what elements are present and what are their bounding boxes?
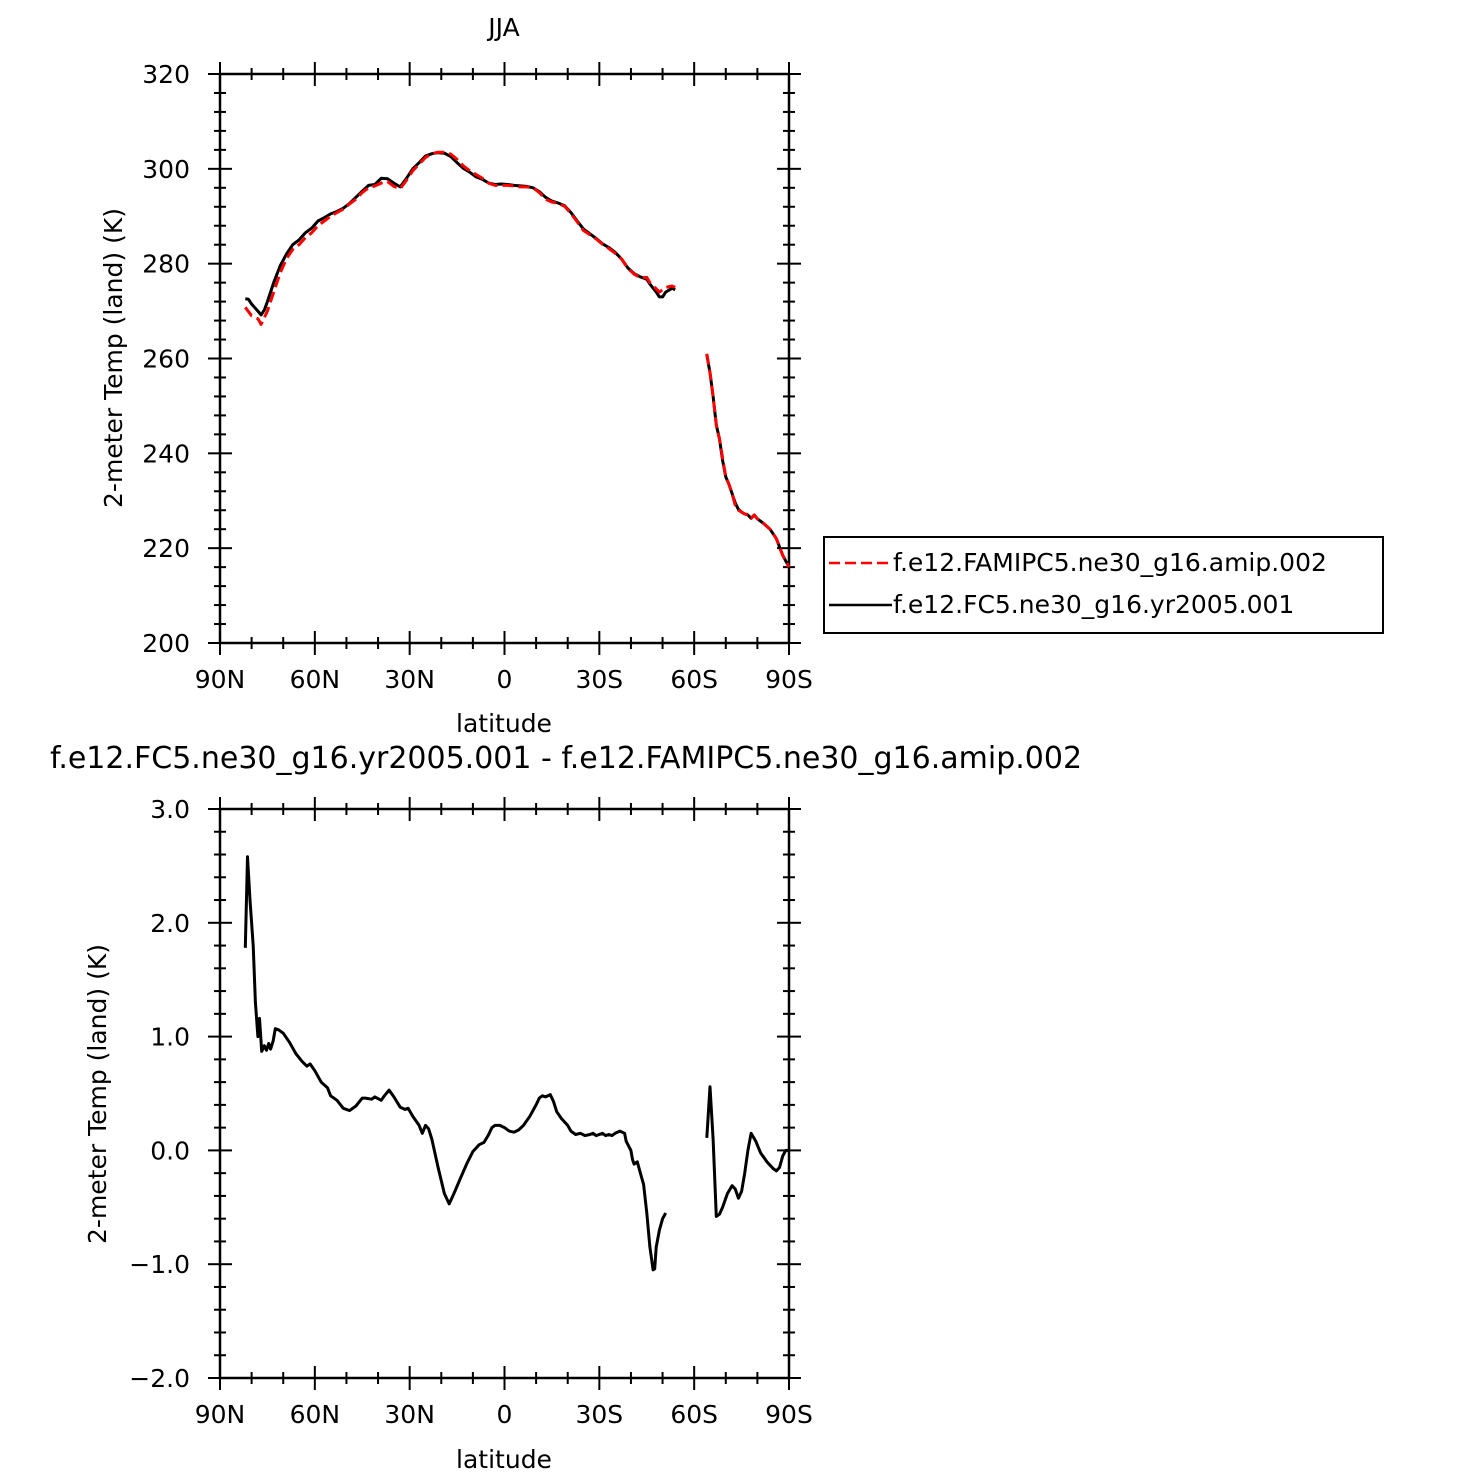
bottom-x-axis-label: latitude xyxy=(456,1445,552,1474)
bottom-x-tick-label: 90S xyxy=(765,1400,813,1429)
bottom-y-tick-label: 1.0 xyxy=(150,1023,190,1052)
bottom-plot-frame xyxy=(218,807,791,1380)
top-y-tick-label: 320 xyxy=(142,60,190,89)
top-x-tick-label: 0 xyxy=(497,665,513,694)
top-x-tick-label: 90S xyxy=(765,665,813,694)
top-y-tick-label: 200 xyxy=(142,629,190,658)
bottom-axis-ticks xyxy=(208,797,801,1390)
top-series-1-segment-1 xyxy=(705,354,791,568)
bottom-tick-labels: 90N 60N 30N 0 30S 60S 90S −2.0 −1.0 0.0 1.0 2.0 3.0 xyxy=(129,795,813,1429)
top-y-axis-label: 2-meter Temp (land) (K) xyxy=(99,208,128,508)
bottom-x-tick-label: 90N xyxy=(195,1400,246,1429)
bottom-series-0-segment-1 xyxy=(705,1085,789,1218)
top-y-tick-label: 260 xyxy=(142,345,190,374)
panel-top-chart: JJA 90N 60N 30N 0 30S 60S 90S 200 220 240 260 280 30… xyxy=(99,13,1384,738)
bottom-y-tick-label: 3.0 xyxy=(150,795,190,824)
top-x-tick-label: 90N xyxy=(195,665,246,694)
top-x-tick-label: 30N xyxy=(384,665,435,694)
legend: f.e12.FAMIPC5.ne30_g16.amip.002 f.e12.FC… xyxy=(823,536,1384,634)
bottom-x-tick-label: 0 xyxy=(497,1400,513,1429)
bottom-y-axis-label: 2-meter Temp (land) (K) xyxy=(83,944,112,1244)
bottom-x-tick-label: 30N xyxy=(384,1400,435,1429)
panel-bottom-chart: f.e12.FC5.ne30_g16.yr2005.001 - f.e12.FA… xyxy=(50,741,1082,1474)
top-x-axis-label: latitude xyxy=(456,709,552,738)
bottom-y-tick-label: 2.0 xyxy=(150,909,190,938)
bottom-x-tick-label: 30S xyxy=(575,1400,623,1429)
top-y-tick-label: 280 xyxy=(142,250,190,279)
bottom-y-tick-label: −2.0 xyxy=(129,1364,190,1393)
bottom-series-0-segment-0 xyxy=(243,855,668,1272)
legend-label-amip: f.e12.FAMIPC5.ne30_g16.amip.002 xyxy=(893,548,1327,577)
bottom-series-group xyxy=(243,855,789,1272)
top-x-tick-label: 60S xyxy=(670,665,718,694)
top-chart-title: JJA xyxy=(486,13,519,42)
top-y-tick-label: 300 xyxy=(142,155,190,184)
top-axis-ticks xyxy=(208,62,801,655)
bottom-x-tick-label: 60N xyxy=(290,1400,341,1429)
legend-box xyxy=(823,536,1384,634)
legend-label-fc5: f.e12.FC5.ne30_g16.yr2005.001 xyxy=(893,590,1294,619)
bottom-y-tick-label: 0.0 xyxy=(150,1136,190,1165)
top-series-group xyxy=(244,150,791,568)
top-y-tick-label: 220 xyxy=(142,534,190,563)
top-series-0-segment-0 xyxy=(244,150,676,326)
top-plot-frame xyxy=(218,72,791,645)
top-x-tick-label: 30S xyxy=(575,665,623,694)
top-series-0-segment-1 xyxy=(705,353,791,568)
bottom-x-tick-label: 60S xyxy=(670,1400,718,1429)
top-x-tick-label: 60N xyxy=(290,665,341,694)
bottom-chart-title: f.e12.FC5.ne30_g16.yr2005.001 - f.e12.FA… xyxy=(50,741,1082,776)
bottom-y-tick-label: −1.0 xyxy=(129,1250,190,1279)
top-y-tick-label: 240 xyxy=(142,439,190,468)
top-tick-labels: 90N 60N 30N 0 30S 60S 90S 200 220 240 260 280 300 320 xyxy=(142,60,813,694)
